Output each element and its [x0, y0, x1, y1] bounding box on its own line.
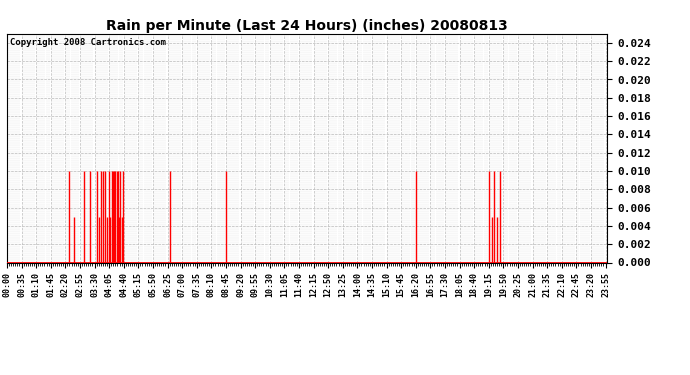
Text: Copyright 2008 Cartronics.com: Copyright 2008 Cartronics.com [10, 38, 166, 47]
Title: Rain per Minute (Last 24 Hours) (inches) 20080813: Rain per Minute (Last 24 Hours) (inches)… [106, 19, 508, 33]
